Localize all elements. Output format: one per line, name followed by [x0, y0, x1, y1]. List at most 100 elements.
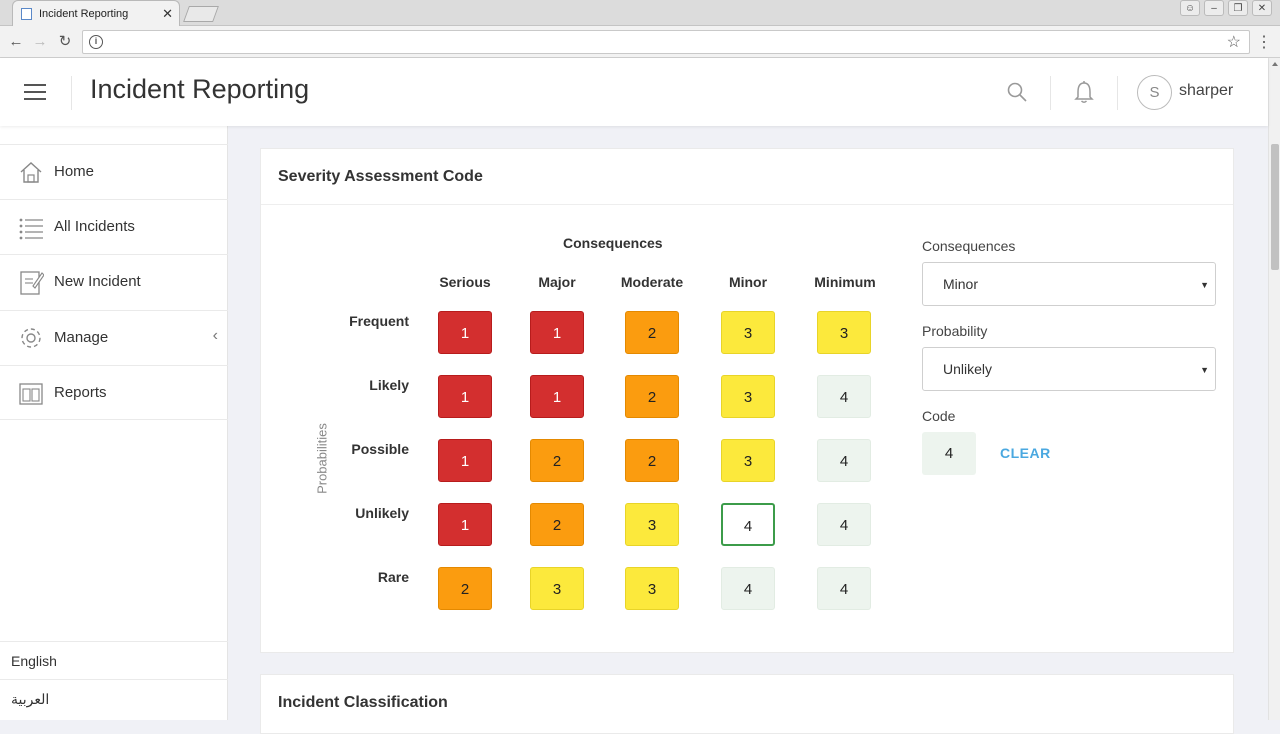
- matrix-cell-possible-major[interactable]: 2: [530, 439, 584, 482]
- column-header-minor: Minor: [728, 274, 768, 290]
- sidebar-item-all-incidents[interactable]: All Incidents: [0, 199, 228, 254]
- column-header-moderate: Moderate: [620, 274, 684, 290]
- username[interactable]: sharper: [1179, 82, 1234, 99]
- sidebar-item-label: All Incidents: [54, 218, 135, 235]
- sidebar-item-label: Home: [54, 163, 95, 180]
- language-english[interactable]: English: [0, 641, 228, 679]
- forward-icon[interactable]: →: [32, 33, 48, 50]
- matrix-cell-likely-major[interactable]: 1: [530, 375, 584, 418]
- matrix-cell-frequent-moderate[interactable]: 2: [625, 311, 679, 354]
- code-value-box: 4: [922, 432, 976, 475]
- header-divider: [1117, 76, 1118, 110]
- matrix-cell-unlikely-serious[interactable]: 1: [438, 503, 492, 546]
- close-tab-icon[interactable]: ✕: [162, 6, 173, 21]
- browser-toolbar: ← → ↻ i ☆ ⋮: [0, 26, 1280, 58]
- restore-icon[interactable]: ❐: [1228, 0, 1248, 16]
- matrix-cell-possible-serious[interactable]: 1: [438, 439, 492, 482]
- reload-icon[interactable]: ↻: [58, 33, 72, 50]
- sidebar-item-manage[interactable]: Manage ‹: [0, 310, 228, 365]
- matrix-cell-rare-moderate[interactable]: 3: [625, 567, 679, 610]
- sidebar: Home All Incidents New Incident Manage ‹: [0, 126, 228, 720]
- sidebar-item-label: New Incident: [54, 273, 141, 290]
- search-icon[interactable]: [1007, 82, 1027, 102]
- page-title: Incident Reporting: [90, 74, 310, 104]
- new-tab-button[interactable]: [183, 6, 219, 22]
- sidebar-item-home[interactable]: Home: [0, 144, 228, 199]
- scroll-up-arrow-icon[interactable]: [1272, 62, 1278, 66]
- matrix-cell-likely-minor[interactable]: 3: [721, 375, 775, 418]
- matrix-cell-likely-minimum[interactable]: 4: [817, 375, 871, 418]
- matrix-cell-frequent-major[interactable]: 1: [530, 311, 584, 354]
- window-controls: ☺ – ❐ ✕: [1180, 0, 1272, 18]
- chevron-left-icon[interactable]: ‹: [212, 327, 218, 344]
- matrix-cell-possible-minimum[interactable]: 4: [817, 439, 871, 482]
- matrix-cell-unlikely-minimum[interactable]: 4: [817, 503, 871, 546]
- sidebar-item-new-incident[interactable]: New Incident: [0, 254, 228, 309]
- page-scrollbar[interactable]: [1268, 58, 1280, 720]
- hamburger-menu-icon[interactable]: [24, 84, 46, 100]
- consequences-label: Consequences: [922, 238, 1016, 254]
- sidebar-item-label: Reports: [54, 384, 107, 401]
- matrix-cell-possible-moderate[interactable]: 2: [625, 439, 679, 482]
- divider: [261, 204, 1233, 205]
- gear-icon: [21, 328, 41, 348]
- bell-icon[interactable]: [1073, 80, 1095, 104]
- reports-icon: [19, 383, 43, 405]
- back-icon[interactable]: ←: [8, 33, 24, 50]
- app-header: Incident Reporting S sharper: [0, 58, 1268, 126]
- matrix-cell-unlikely-major[interactable]: 2: [530, 503, 584, 546]
- list-icon: [19, 218, 43, 240]
- probability-select[interactable]: Unlikely ▼: [922, 347, 1216, 391]
- column-header-minimum: Minimum: [814, 274, 876, 290]
- matrix-cell-unlikely-minor[interactable]: 4: [721, 503, 775, 546]
- matrix-cell-rare-minimum[interactable]: 4: [817, 567, 871, 610]
- column-header-serious: Serious: [439, 274, 491, 290]
- address-bar[interactable]: i ☆: [82, 30, 1250, 54]
- header-divider: [1050, 76, 1051, 110]
- consequences-select-value: Minor: [943, 276, 979, 292]
- code-label: Code: [922, 408, 956, 424]
- probabilities-axis-label: Probabilities: [314, 423, 330, 494]
- probability-select-value: Unlikely: [943, 361, 993, 377]
- row-header-rare: Rare: [377, 569, 409, 585]
- dropdown-caret-icon: ▼: [1200, 280, 1209, 290]
- matrix-cell-likely-serious[interactable]: 1: [438, 375, 492, 418]
- card-title: Incident Classification: [278, 694, 448, 711]
- site-info-icon[interactable]: i: [89, 35, 103, 49]
- row-header-likely: Likely: [369, 377, 409, 393]
- browser-tab-title: Incident Reporting: [39, 8, 129, 20]
- matrix-cell-frequent-serious[interactable]: 1: [438, 311, 492, 354]
- matrix-cell-rare-serious[interactable]: 2: [438, 567, 492, 610]
- row-header-unlikely: Unlikely: [355, 505, 409, 521]
- close-window-icon[interactable]: ✕: [1252, 0, 1272, 16]
- browser-tab[interactable]: Incident Reporting ✕: [12, 0, 180, 26]
- bookmark-star-icon[interactable]: ☆: [1226, 34, 1241, 51]
- scrollbar-thumb[interactable]: [1271, 144, 1279, 270]
- row-header-possible: Possible: [351, 441, 409, 457]
- consequences-heading: Consequences: [563, 235, 663, 251]
- matrix-cell-rare-major[interactable]: 3: [530, 567, 584, 610]
- column-header-major: Major: [538, 274, 576, 290]
- user-profile-icon[interactable]: ☺: [1180, 0, 1200, 16]
- sidebar-item-label: Manage: [54, 329, 109, 346]
- avatar[interactable]: S: [1137, 75, 1172, 110]
- browser-menu-icon[interactable]: ⋮: [1256, 34, 1272, 51]
- minimize-icon[interactable]: –: [1204, 0, 1224, 16]
- matrix-cell-unlikely-moderate[interactable]: 3: [625, 503, 679, 546]
- header-divider: [71, 76, 72, 110]
- matrix-cell-frequent-minor[interactable]: 3: [721, 311, 775, 354]
- matrix-cell-rare-minor[interactable]: 4: [721, 567, 775, 610]
- sidebar-item-reports[interactable]: Reports: [0, 365, 228, 420]
- language-arabic[interactable]: العربية: [0, 679, 228, 717]
- dropdown-caret-icon: ▼: [1200, 365, 1209, 375]
- home-icon: [20, 162, 42, 183]
- incident-classification-card: Incident Classification: [260, 674, 1234, 734]
- consequences-select[interactable]: Minor ▼: [922, 262, 1216, 306]
- edit-document-icon: [20, 271, 44, 295]
- matrix-cell-frequent-minimum[interactable]: 3: [817, 311, 871, 354]
- matrix-cell-possible-minor[interactable]: 3: [721, 439, 775, 482]
- matrix-cell-likely-moderate[interactable]: 2: [625, 375, 679, 418]
- row-header-frequent: Frequent: [349, 313, 409, 329]
- probability-label: Probability: [922, 323, 988, 339]
- clear-button[interactable]: CLEAR: [1000, 445, 1051, 461]
